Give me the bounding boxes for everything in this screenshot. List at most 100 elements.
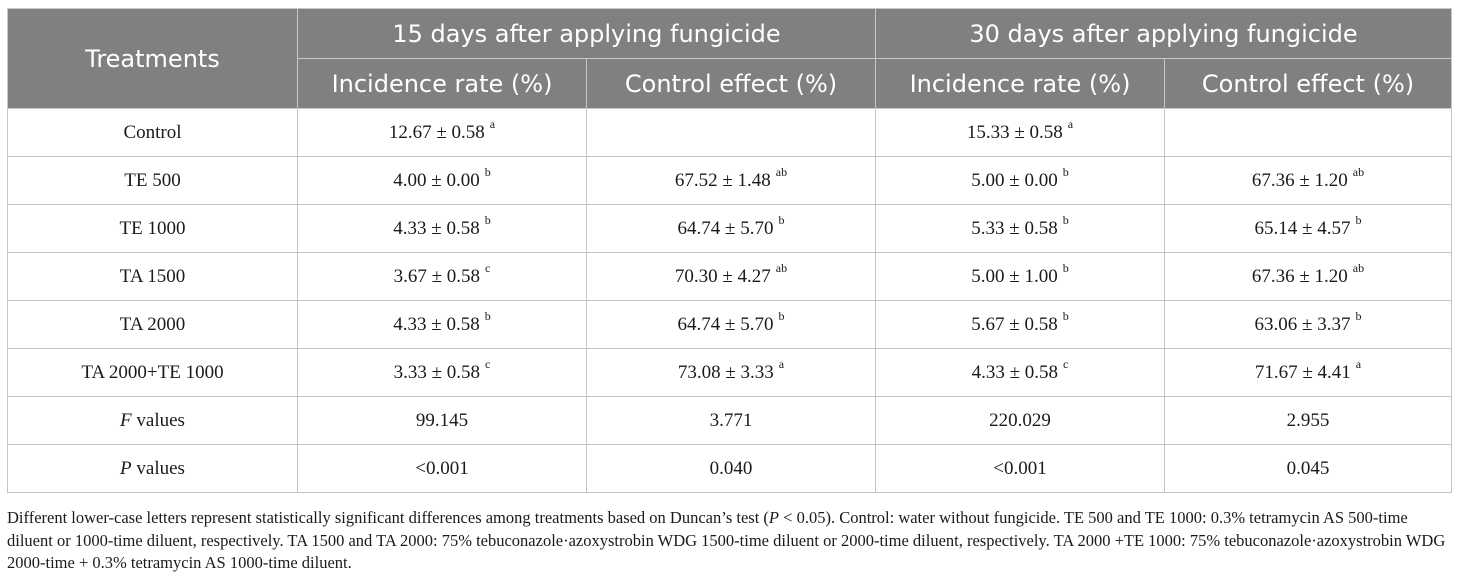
- significance-letter: a: [1067, 117, 1074, 132]
- significance-letter: b: [484, 213, 491, 228]
- f-symbol: F: [120, 409, 132, 431]
- significance-letter: c: [1063, 357, 1069, 372]
- treatment-name: TA 1500: [7, 252, 298, 301]
- table-row: TA 2000+TE 1000 3.33 ± 0.58 c 73.08 ± 3.3…: [7, 348, 1452, 397]
- value: 4.33 ± 0.58: [393, 313, 480, 335]
- value: 67.36 ± 1.20: [1251, 265, 1348, 287]
- value: 5.00 ± 0.00: [971, 169, 1058, 191]
- treatment-name: TA 2000+TE 1000: [7, 348, 298, 397]
- group-15-days-header: 15 days after applying fungicide: [297, 8, 876, 59]
- cell-value: <0.001: [297, 444, 587, 493]
- value: 63.06 ± 3.37: [1254, 313, 1351, 335]
- value: 65.14 ± 4.57: [1254, 217, 1351, 239]
- p-values-row: P values <0.001 0.040 <0.001 0.045: [7, 444, 1452, 493]
- incidence-30-header: Incidence rate (%): [875, 58, 1165, 109]
- incidence-15-header: Incidence rate (%): [297, 58, 587, 109]
- cell-value: 5.00 ± 0.00 b: [875, 156, 1165, 205]
- significance-letter: b: [778, 309, 785, 324]
- significance-letter: b: [1062, 309, 1069, 324]
- cell-value: 65.14 ± 4.57 b: [1164, 204, 1452, 253]
- value: 12.67 ± 0.58: [388, 121, 485, 143]
- significance-letter: a: [489, 117, 496, 132]
- significance-letter: b: [1355, 213, 1362, 228]
- footnote-text-1: Different lower-case letters represent s…: [7, 508, 769, 527]
- cell-value: 70.30 ± 4.27 ab: [586, 252, 876, 301]
- footnote-p-symbol: P: [768, 508, 780, 527]
- treatment-name: TE 1000: [7, 204, 298, 253]
- significance-letter: b: [484, 309, 491, 324]
- significance-letter: b: [484, 165, 491, 180]
- treatment-name: TE 500: [7, 156, 298, 205]
- significance-letter: b: [1355, 309, 1362, 324]
- cell-value: 5.67 ± 0.58 b: [875, 300, 1165, 349]
- treatments-header: Treatments: [7, 8, 298, 109]
- significance-letter: ab: [775, 165, 788, 180]
- table-row: TA 1500 3.67 ± 0.58 c 70.30 ± 4.27 ab 5.00…: [7, 252, 1452, 301]
- f-values-label: F values: [7, 396, 298, 445]
- cell-value: 4.33 ± 0.58 c: [875, 348, 1165, 397]
- header-row-groups: Treatments 15 days after applying fungic…: [7, 8, 1452, 109]
- value: 64.74 ± 5.70: [677, 313, 774, 335]
- significance-letter: ab: [1352, 261, 1365, 276]
- cell-value: 4.00 ± 0.00 b: [297, 156, 587, 205]
- table-row: TA 2000 4.33 ± 0.58 b 64.74 ± 5.70 b 5.67 …: [7, 300, 1452, 349]
- significance-letter: b: [1062, 261, 1069, 276]
- value: 3.67 ± 0.58: [393, 265, 481, 287]
- cell-value: 67.52 ± 1.48 ab: [586, 156, 876, 205]
- header-row-measures: Incidence rate (%) Control effect (%) In…: [8, 58, 1452, 109]
- significance-letter: b: [778, 213, 785, 228]
- table-row: Control 12.67 ± 0.58 a 15.33 ± 0.58 a: [7, 108, 1452, 157]
- significance-letter: a: [1355, 357, 1362, 372]
- value: 5.33 ± 0.58: [971, 217, 1058, 239]
- p-values-label: P values: [7, 444, 298, 493]
- table-row: TE 1000 4.33 ± 0.58 b 64.74 ± 5.70 b 5.33 …: [7, 204, 1452, 253]
- value: 4.33 ± 0.58: [393, 217, 480, 239]
- value: 5.00 ± 1.00: [971, 265, 1058, 287]
- footnote-text-2: < 0.05). Control: water without fungicid…: [7, 508, 1446, 572]
- cell-value: 67.36 ± 1.20 ab: [1164, 156, 1452, 205]
- results-table-container: Treatments 15 days after applying fungic…: [7, 8, 1452, 493]
- cell-value: 64.74 ± 5.70 b: [586, 300, 876, 349]
- value: 67.52 ± 1.48: [674, 169, 771, 191]
- cell-value: 0.045: [1164, 444, 1452, 493]
- p-symbol: P: [120, 457, 132, 479]
- cell-value: 4.33 ± 0.58 b: [297, 300, 587, 349]
- results-table: Treatments 15 days after applying fungic…: [7, 8, 1452, 493]
- cell-value: 3.771: [586, 396, 876, 445]
- cell-value: 5.00 ± 1.00 b: [875, 252, 1165, 301]
- cell-value: 12.67 ± 0.58 a: [297, 108, 587, 157]
- significance-letter: b: [1062, 213, 1069, 228]
- value: 3.33 ± 0.58: [393, 361, 481, 383]
- group-30-days-header: 30 days after applying fungicide: [875, 8, 1452, 59]
- cell-value: 64.74 ± 5.70 b: [586, 204, 876, 253]
- value: 64.74 ± 5.70: [677, 217, 774, 239]
- cell-value: 220.029: [875, 396, 1165, 445]
- cell-value: [586, 108, 876, 157]
- significance-letter: c: [485, 357, 491, 372]
- cell-value: [1164, 108, 1452, 157]
- cell-value: <0.001: [875, 444, 1165, 493]
- treatment-name: TA 2000: [7, 300, 298, 349]
- significance-letter: ab: [1352, 165, 1365, 180]
- significance-letter: b: [1062, 165, 1069, 180]
- f-values-row: F values 99.145 3.771 220.029 2.955: [7, 396, 1452, 445]
- cell-value: 5.33 ± 0.58 b: [875, 204, 1165, 253]
- value: 4.00 ± 0.00: [393, 169, 480, 191]
- cell-value: 15.33 ± 0.58 a: [875, 108, 1165, 157]
- cell-value: 3.67 ± 0.58 c: [297, 252, 587, 301]
- cell-value: 2.955: [1164, 396, 1452, 445]
- f-label-text: values: [131, 409, 185, 431]
- table-row: TE 500 4.00 ± 0.00 b 67.52 ± 1.48 ab 5.00 …: [7, 156, 1452, 205]
- cell-value: 99.145: [297, 396, 587, 445]
- significance-letter: a: [778, 357, 785, 372]
- cell-value: 67.36 ± 1.20 ab: [1164, 252, 1452, 301]
- significance-letter: c: [485, 261, 491, 276]
- value: 71.67 ± 4.41: [1254, 361, 1351, 383]
- cell-value: 63.06 ± 3.37 b: [1164, 300, 1452, 349]
- cell-value: 0.040: [586, 444, 876, 493]
- value: 5.67 ± 0.58: [971, 313, 1058, 335]
- table-footnote: Different lower-case letters represent s…: [7, 507, 1453, 575]
- value: 70.30 ± 4.27: [674, 265, 771, 287]
- value: 4.33 ± 0.58: [971, 361, 1059, 383]
- cell-value: 73.08 ± 3.33 a: [586, 348, 876, 397]
